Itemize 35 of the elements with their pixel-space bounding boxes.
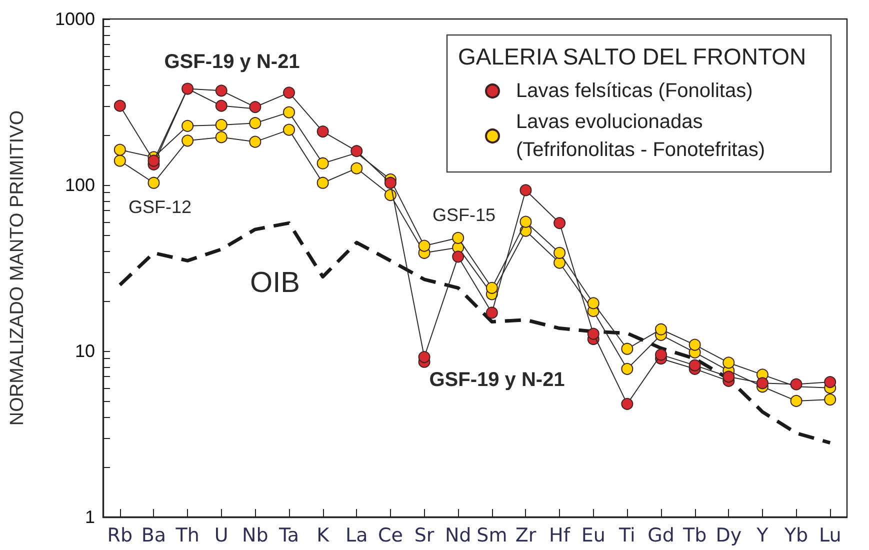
x-tick-label: Eu — [581, 524, 606, 546]
x-tick-label: La — [346, 524, 368, 546]
annotation: OIB — [250, 267, 300, 299]
y-tick-label: 1 — [84, 507, 95, 527]
y-axis-title: NORMALIZADO MANTO PRIMITIVO — [7, 110, 28, 426]
x-tick-label: Gd — [648, 524, 674, 546]
annotation: GSF-12 — [128, 197, 192, 217]
x-tick-label: Rb — [107, 524, 133, 546]
x-tick-label: Zr — [515, 524, 536, 546]
x-tick-label: Ba — [141, 524, 166, 546]
x-tick-label: Ti — [618, 524, 636, 546]
x-tick-label: Y — [756, 524, 769, 546]
legend-label: Lavas evolucionadas (Tefrifonolitas - Fonotefritas) — [516, 111, 765, 161]
y-tick-label: 100 — [64, 175, 95, 195]
x-tick-label: Nb — [242, 524, 268, 546]
legend-label: Lavas felsíticas (Fonolitas) — [516, 80, 753, 102]
x-tick-label: Ta — [278, 524, 300, 546]
x-tick-label: Yb — [783, 524, 808, 546]
x-tick-label: Sm — [476, 524, 508, 546]
annotation: GSF-15 — [432, 205, 496, 225]
x-tick-label: U — [214, 524, 228, 546]
x-tick-label: Th — [174, 524, 200, 546]
x-tick-label: Hf — [549, 524, 572, 546]
x-tick-label: Sr — [414, 524, 434, 546]
legend-title: GALERIA SALTO DEL FRONTON — [458, 44, 806, 70]
y-tick-label: 1000 — [54, 9, 95, 29]
x-tick-label: Ce — [378, 524, 403, 546]
x-tick-label: Dy — [716, 524, 742, 546]
y-tick-label: 10 — [74, 341, 95, 361]
x-tick-label: K — [316, 524, 330, 546]
x-tick-label: Nd — [444, 524, 472, 546]
annotation: GSF-19 y N-21 — [164, 51, 300, 73]
annotation: GSF-19 y N-21 — [429, 369, 565, 391]
x-tick-label: Lu — [818, 524, 842, 546]
x-tick-label: Tb — [682, 524, 707, 546]
